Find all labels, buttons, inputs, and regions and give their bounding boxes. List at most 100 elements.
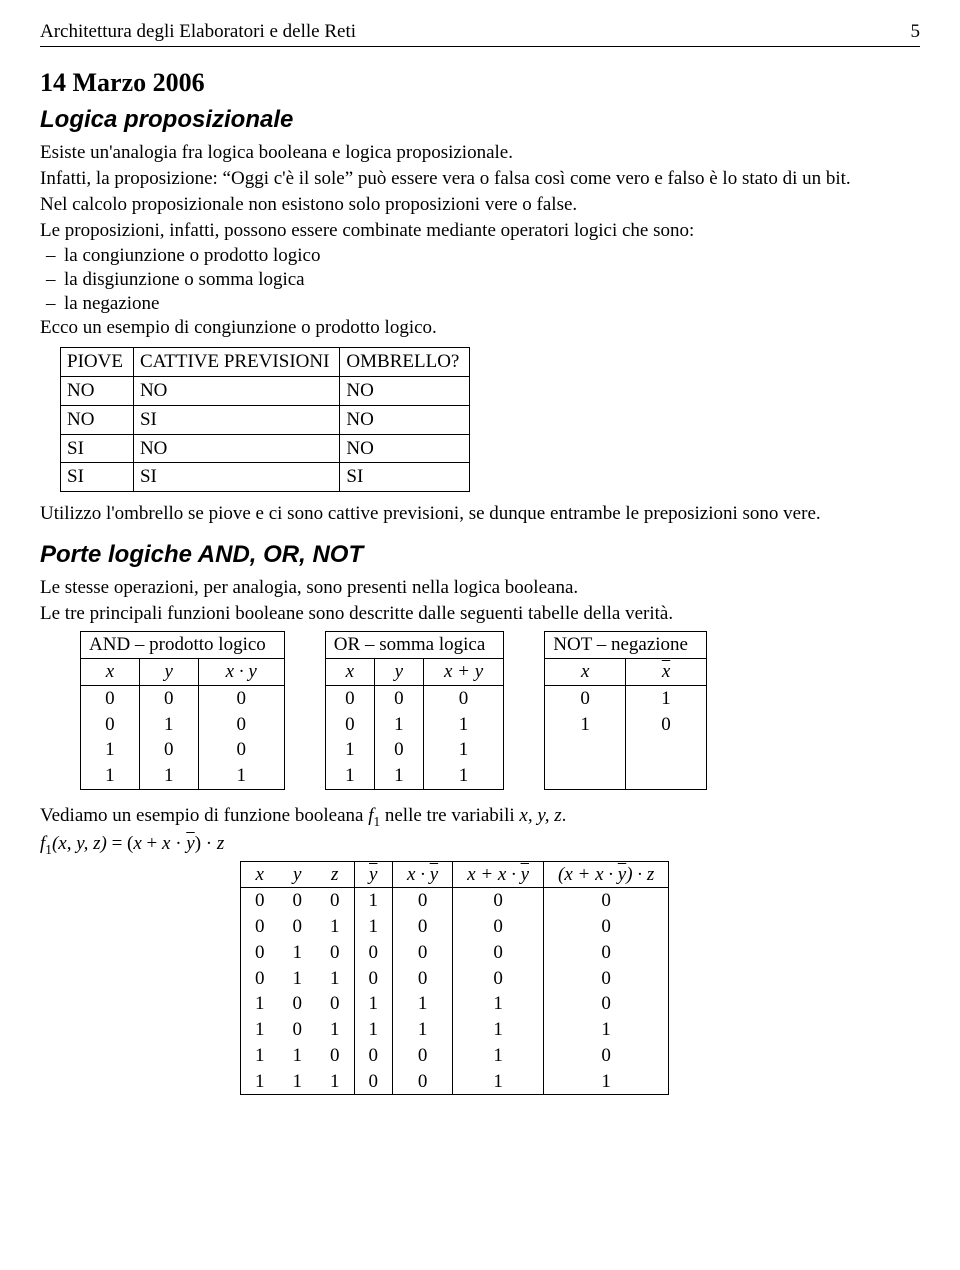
table-cell: 0 [198, 737, 284, 763]
table-cell: NO [133, 377, 339, 406]
table-cell: NO [340, 434, 470, 463]
table-cell: 1 [139, 763, 198, 789]
col-header: y [139, 659, 198, 686]
table-cell: SI [133, 463, 339, 492]
list-item: la disgiunzione o somma logica [64, 268, 920, 292]
table-cell: 0 [354, 1069, 393, 1095]
table-title: AND – prodotto logico [81, 632, 285, 659]
table-cell: 0 [198, 712, 284, 738]
table-cell: 1 [325, 763, 374, 789]
table-cell: 1 [325, 737, 374, 763]
table-cell: 1 [316, 914, 354, 940]
table-cell: 0 [354, 940, 393, 966]
body-text: Le stesse operazioni, per analogia, sono… [40, 576, 920, 600]
table-cell: NO [340, 405, 470, 434]
table-cell: 0 [316, 1043, 354, 1069]
col-header: x [325, 659, 374, 686]
body-text: Le proposizioni, infatti, possono essere… [40, 219, 920, 243]
table-cell: 1 [544, 1017, 669, 1043]
table-cell: 0 [423, 685, 503, 711]
body-text: Infatti, la proposizione: “Oggi c'è il s… [40, 167, 920, 191]
table-cell: 1 [354, 1017, 393, 1043]
table-cell: 1 [316, 1017, 354, 1043]
table-cell: NO [133, 434, 339, 463]
table-cell: 1 [279, 1043, 317, 1069]
table-cell: 1 [81, 763, 140, 789]
table-cell: 1 [241, 1069, 279, 1095]
table-cell: 1 [279, 940, 317, 966]
list-item: la negazione [64, 292, 920, 316]
table-cell: 0 [544, 940, 669, 966]
table-cell: SI [340, 463, 470, 492]
table-cell: NO [340, 377, 470, 406]
table-cell: 1 [544, 1069, 669, 1095]
table-cell: 0 [393, 940, 453, 966]
table-cell: 0 [139, 685, 198, 711]
body-text: Esiste un'analogia fra logica booleana e… [40, 141, 920, 165]
table-cell: 0 [316, 991, 354, 1017]
operator-list: la congiunzione o prodotto logico la dis… [40, 244, 920, 315]
table-cell: 0 [453, 888, 544, 914]
date-heading: 14 Marzo 2006 [40, 67, 920, 100]
table-cell [626, 737, 707, 763]
f1-formula: f1(x, y, z) = (x + x · y) · z [40, 832, 920, 858]
table-cell: NO [61, 405, 134, 434]
table-cell: 1 [423, 763, 503, 789]
table-cell: 1 [354, 991, 393, 1017]
col-header: y [374, 659, 423, 686]
table-cell: 0 [544, 914, 669, 940]
table-cell: 0 [279, 914, 317, 940]
table-cell [545, 763, 626, 789]
table-cell: 1 [279, 1069, 317, 1095]
table-cell: 1 [279, 966, 317, 992]
table-cell: SI [133, 405, 339, 434]
page-header: Architettura degli Elaboratori e delle R… [40, 20, 920, 47]
table-cell: 0 [374, 685, 423, 711]
table-cell: 0 [544, 966, 669, 992]
table-cell: 0 [241, 888, 279, 914]
table-cell: 1 [453, 991, 544, 1017]
table-cell: 0 [626, 712, 707, 738]
table-cell: 0 [544, 991, 669, 1017]
table-cell: 1 [393, 991, 453, 1017]
table-cell: 0 [325, 685, 374, 711]
table-cell: 0 [393, 1043, 453, 1069]
body-text: Utilizzo l'ombrello se piove e ci sono c… [40, 502, 920, 526]
table-cell: 1 [81, 737, 140, 763]
table-cell: 0 [354, 966, 393, 992]
col-header: x + y [423, 659, 503, 686]
table-cell: 0 [198, 685, 284, 711]
col-header: z [316, 861, 354, 888]
table-cell: 0 [241, 914, 279, 940]
table-title: NOT – negazione [545, 632, 707, 659]
table-cell: 1 [393, 1017, 453, 1043]
table-cell: 1 [423, 712, 503, 738]
table-cell: 0 [279, 991, 317, 1017]
table-cell: 0 [453, 940, 544, 966]
table-cell [626, 763, 707, 789]
table-cell: 0 [544, 888, 669, 914]
table-cell: 0 [81, 685, 140, 711]
table-cell: SI [61, 463, 134, 492]
body-text: Le tre principali funzioni booleane sono… [40, 602, 920, 626]
table-cell: 0 [81, 712, 140, 738]
table-cell: 0 [241, 940, 279, 966]
table-cell: 0 [393, 888, 453, 914]
table-cell [545, 737, 626, 763]
table-cell: 0 [279, 888, 317, 914]
header-page-num: 5 [911, 20, 921, 44]
f1-intro: Vediamo un esempio di funzione booleana … [40, 804, 920, 830]
table-cell: 1 [241, 1017, 279, 1043]
section-2-title: Porte logiche AND, OR, NOT [40, 540, 920, 570]
table-cell: 1 [316, 966, 354, 992]
table-cell: 0 [545, 685, 626, 711]
table-cell: 0 [393, 914, 453, 940]
col-header: x [626, 659, 707, 686]
table-cell: 1 [545, 712, 626, 738]
col-header: x [81, 659, 140, 686]
table-cell: NO [61, 377, 134, 406]
col-header: x [545, 659, 626, 686]
table-cell: 0 [139, 737, 198, 763]
table-cell: 0 [316, 940, 354, 966]
col-header: (x + x · y) · z [544, 861, 669, 888]
